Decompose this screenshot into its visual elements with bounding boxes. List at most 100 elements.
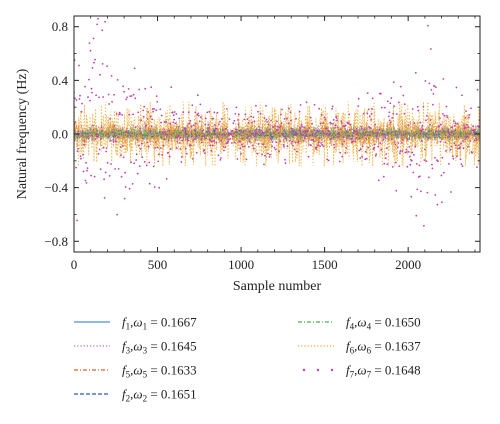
series-f7-point xyxy=(164,130,167,133)
series-f7-point xyxy=(174,136,177,139)
series-f7-point xyxy=(91,91,93,94)
series-f7-point xyxy=(443,171,445,174)
series-f7-point xyxy=(372,132,375,134)
series-f7-point xyxy=(266,121,268,123)
series-f7-point xyxy=(280,122,283,125)
series-f7-point xyxy=(100,126,103,129)
series-f7-point xyxy=(175,147,178,150)
series-f7-point xyxy=(152,165,155,168)
series-f7-point xyxy=(80,110,83,113)
series-f7-point xyxy=(87,96,89,99)
series-f7-point xyxy=(353,130,356,133)
series-f7-point xyxy=(169,148,172,150)
series-f7-point xyxy=(368,126,371,128)
series-f7-point xyxy=(237,119,239,121)
series-f7-point xyxy=(109,139,112,142)
series-f7-point xyxy=(308,134,311,137)
series-f7-point xyxy=(424,148,426,151)
series-f7-point xyxy=(102,146,105,149)
series-f7-point xyxy=(258,125,260,128)
x-tick-label: 2000 xyxy=(395,257,421,272)
series-f7-point xyxy=(375,153,378,156)
series-f7-point xyxy=(291,140,293,143)
series-f7-point xyxy=(107,132,109,135)
series-f7-point xyxy=(185,133,188,136)
series-f7-point xyxy=(433,85,436,87)
series-f7-point xyxy=(467,126,470,128)
series-f7-point xyxy=(167,139,170,142)
series-f7-point xyxy=(183,128,186,131)
series-f7-point xyxy=(321,130,324,133)
series-f7-point xyxy=(318,137,321,139)
series-f7-point xyxy=(396,146,399,149)
series-f7-point xyxy=(395,189,398,192)
series-f7-point xyxy=(447,136,449,139)
series-f7-point xyxy=(430,48,432,50)
series-f7-point xyxy=(106,65,108,68)
series-f7-point xyxy=(412,171,415,174)
series-f7-point xyxy=(158,131,161,134)
series-f7-point xyxy=(77,134,80,137)
series-f7-point xyxy=(319,122,322,125)
series-f7-point xyxy=(448,132,451,135)
series-f7-point xyxy=(316,130,319,133)
series-f7-point xyxy=(154,141,157,144)
series-f7-point xyxy=(252,116,255,119)
series-f7-point xyxy=(331,108,333,110)
series-f7-point xyxy=(364,150,367,153)
series-f7-point xyxy=(190,125,193,128)
series-f7-point xyxy=(287,122,290,125)
series-f7-point xyxy=(310,139,313,141)
legend-item-f3: f3,ω3 = 0.1645 xyxy=(74,339,197,356)
series-f7-point xyxy=(354,140,357,143)
series-f7-point xyxy=(347,135,350,138)
series-f7-point xyxy=(220,139,223,142)
series-f7-point xyxy=(284,162,287,165)
legend-marker xyxy=(316,368,320,372)
series-f7-point xyxy=(106,161,109,164)
series-f7-point xyxy=(462,147,465,150)
series-f7-point xyxy=(274,148,277,151)
series-f7-point xyxy=(359,157,362,159)
legend-label: f2,ω2 = 0.1651 xyxy=(122,387,197,404)
series-f7-point xyxy=(122,85,124,88)
series-f7-point xyxy=(328,130,330,133)
series-f7-point xyxy=(232,135,234,138)
series-f7-point xyxy=(111,130,114,133)
series-f7-point xyxy=(247,121,250,124)
series-f7-point xyxy=(400,134,403,136)
series-f7-point xyxy=(309,116,312,119)
series-f7-point xyxy=(472,125,474,128)
series-f7-point xyxy=(145,124,148,127)
series-f7-point xyxy=(379,92,382,95)
series-f7-point xyxy=(212,140,215,143)
series-f7-point xyxy=(377,179,380,182)
series-f7-point xyxy=(219,120,221,123)
series-f7-point xyxy=(85,161,87,164)
series-f7-point xyxy=(163,121,166,124)
series-f7-point xyxy=(371,108,374,110)
series-f7-point xyxy=(320,142,322,144)
series-f7-point xyxy=(390,138,393,141)
series-f7-point xyxy=(194,122,197,125)
series-f7-point xyxy=(75,166,77,169)
series-f7-point xyxy=(170,133,173,136)
series-f7-point xyxy=(120,175,123,178)
series-f7-point xyxy=(274,125,276,127)
series-f7-point xyxy=(192,124,195,126)
series-f7-point xyxy=(338,132,341,134)
series-f7-point xyxy=(269,137,272,140)
series-f7-point xyxy=(105,147,108,150)
series-f7-point xyxy=(224,146,227,149)
series-f7-point xyxy=(455,86,458,89)
series-f7-point xyxy=(336,126,339,129)
series-f7-point xyxy=(254,133,257,136)
series-f7-point xyxy=(285,137,288,140)
series-f7-point xyxy=(149,130,152,133)
series-f7-point xyxy=(451,130,454,133)
series-f7-point xyxy=(446,116,449,119)
series-f7-point xyxy=(391,117,394,119)
series-f7-point xyxy=(379,142,382,145)
series-f7-point xyxy=(228,118,231,120)
series-f7-point xyxy=(88,78,90,81)
